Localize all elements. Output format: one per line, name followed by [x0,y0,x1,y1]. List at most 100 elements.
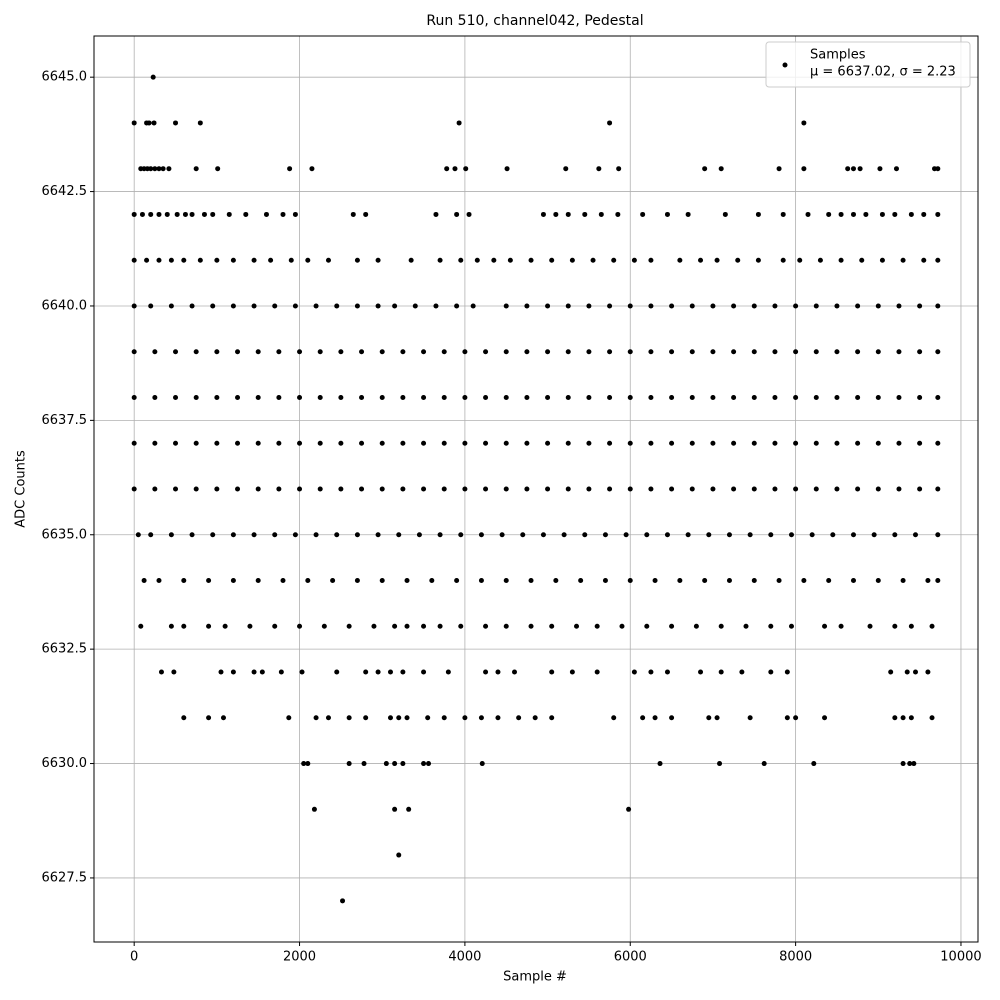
sample-point [921,211,927,217]
sample-point [751,349,757,355]
sample-point [838,211,844,217]
sample-point [168,623,174,629]
sample-point [478,715,484,721]
sample-point [929,715,935,721]
sample-point [131,120,137,126]
sample-point [426,761,432,767]
sample-point [445,669,451,675]
sample-point [193,394,199,400]
sample-point [479,761,485,767]
sample-point [863,211,869,217]
sample-point [607,349,613,355]
sample-point [607,486,613,492]
sample-point [669,623,675,629]
sample-point [478,532,484,538]
sample-point [503,349,509,355]
sample-point [400,486,406,492]
sample-point [648,440,654,446]
sample-point [793,715,799,721]
sample-point [627,440,633,446]
sample-point [648,486,654,492]
sample-point [340,898,346,904]
sample-point [648,394,654,400]
sample-point [875,486,881,492]
sample-point [935,578,941,584]
sample-point [441,715,447,721]
sample-point [640,715,646,721]
sample-point [565,349,571,355]
sample-point [689,486,695,492]
sample-point [387,669,393,675]
sample-point [793,349,799,355]
sample-point [408,257,414,263]
sample-point [251,532,257,538]
sample-point [286,715,292,721]
sample-point [813,394,819,400]
sample-point [726,578,732,584]
sample-point [935,166,941,172]
sample-point [689,440,695,446]
sample-point [156,578,162,584]
sample-point [462,394,468,400]
sample-point [400,669,406,675]
sample-point [834,303,840,309]
sample-point [631,669,637,675]
sample-point [458,532,464,538]
sample-point [751,440,757,446]
sample-point [387,715,393,721]
sample-point [375,257,381,263]
sample-point [235,394,241,400]
sample-point [768,669,774,675]
sample-point [532,715,538,721]
sample-point [383,761,389,767]
sample-point [189,303,195,309]
sample-point [751,394,757,400]
sample-point [429,578,435,584]
sample-point [545,349,551,355]
sample-point [330,578,336,584]
sample-point [669,715,675,721]
sample-point [193,349,199,355]
sample-point [230,532,236,538]
sample-point [338,394,344,400]
sample-point [379,349,385,355]
sample-point [396,715,402,721]
sample-point [206,578,212,584]
sample-point [524,486,530,492]
sample-point [761,761,767,767]
sample-point [255,486,261,492]
sample-point [297,349,303,355]
sample-point [206,623,212,629]
sample-point [334,669,340,675]
sample-point [392,806,398,812]
sample-point [685,532,691,538]
sample-point [146,120,152,126]
sample-point [131,303,137,309]
sample-point [793,303,799,309]
sample-point [456,120,462,126]
sample-point [811,761,817,767]
sample-point [166,166,172,172]
sample-point [441,394,447,400]
sample-point [772,349,778,355]
sample-point [272,303,278,309]
sample-point [214,349,220,355]
sample-point [776,166,782,172]
sample-point [817,257,823,263]
sample-point [156,257,162,263]
sample-point [935,349,941,355]
sample-point [896,440,902,446]
sample-point [616,166,622,172]
sample-point [834,486,840,492]
sample-point [346,761,352,767]
sample-point [594,669,600,675]
y-tick-label: 6637.5 [42,413,88,428]
sample-point [230,578,236,584]
sample-point [623,532,629,538]
sample-point [706,532,712,538]
sample-point [900,578,906,584]
sample-point [574,623,580,629]
sample-point [710,394,716,400]
sample-point [251,303,257,309]
sample-point [925,578,931,584]
